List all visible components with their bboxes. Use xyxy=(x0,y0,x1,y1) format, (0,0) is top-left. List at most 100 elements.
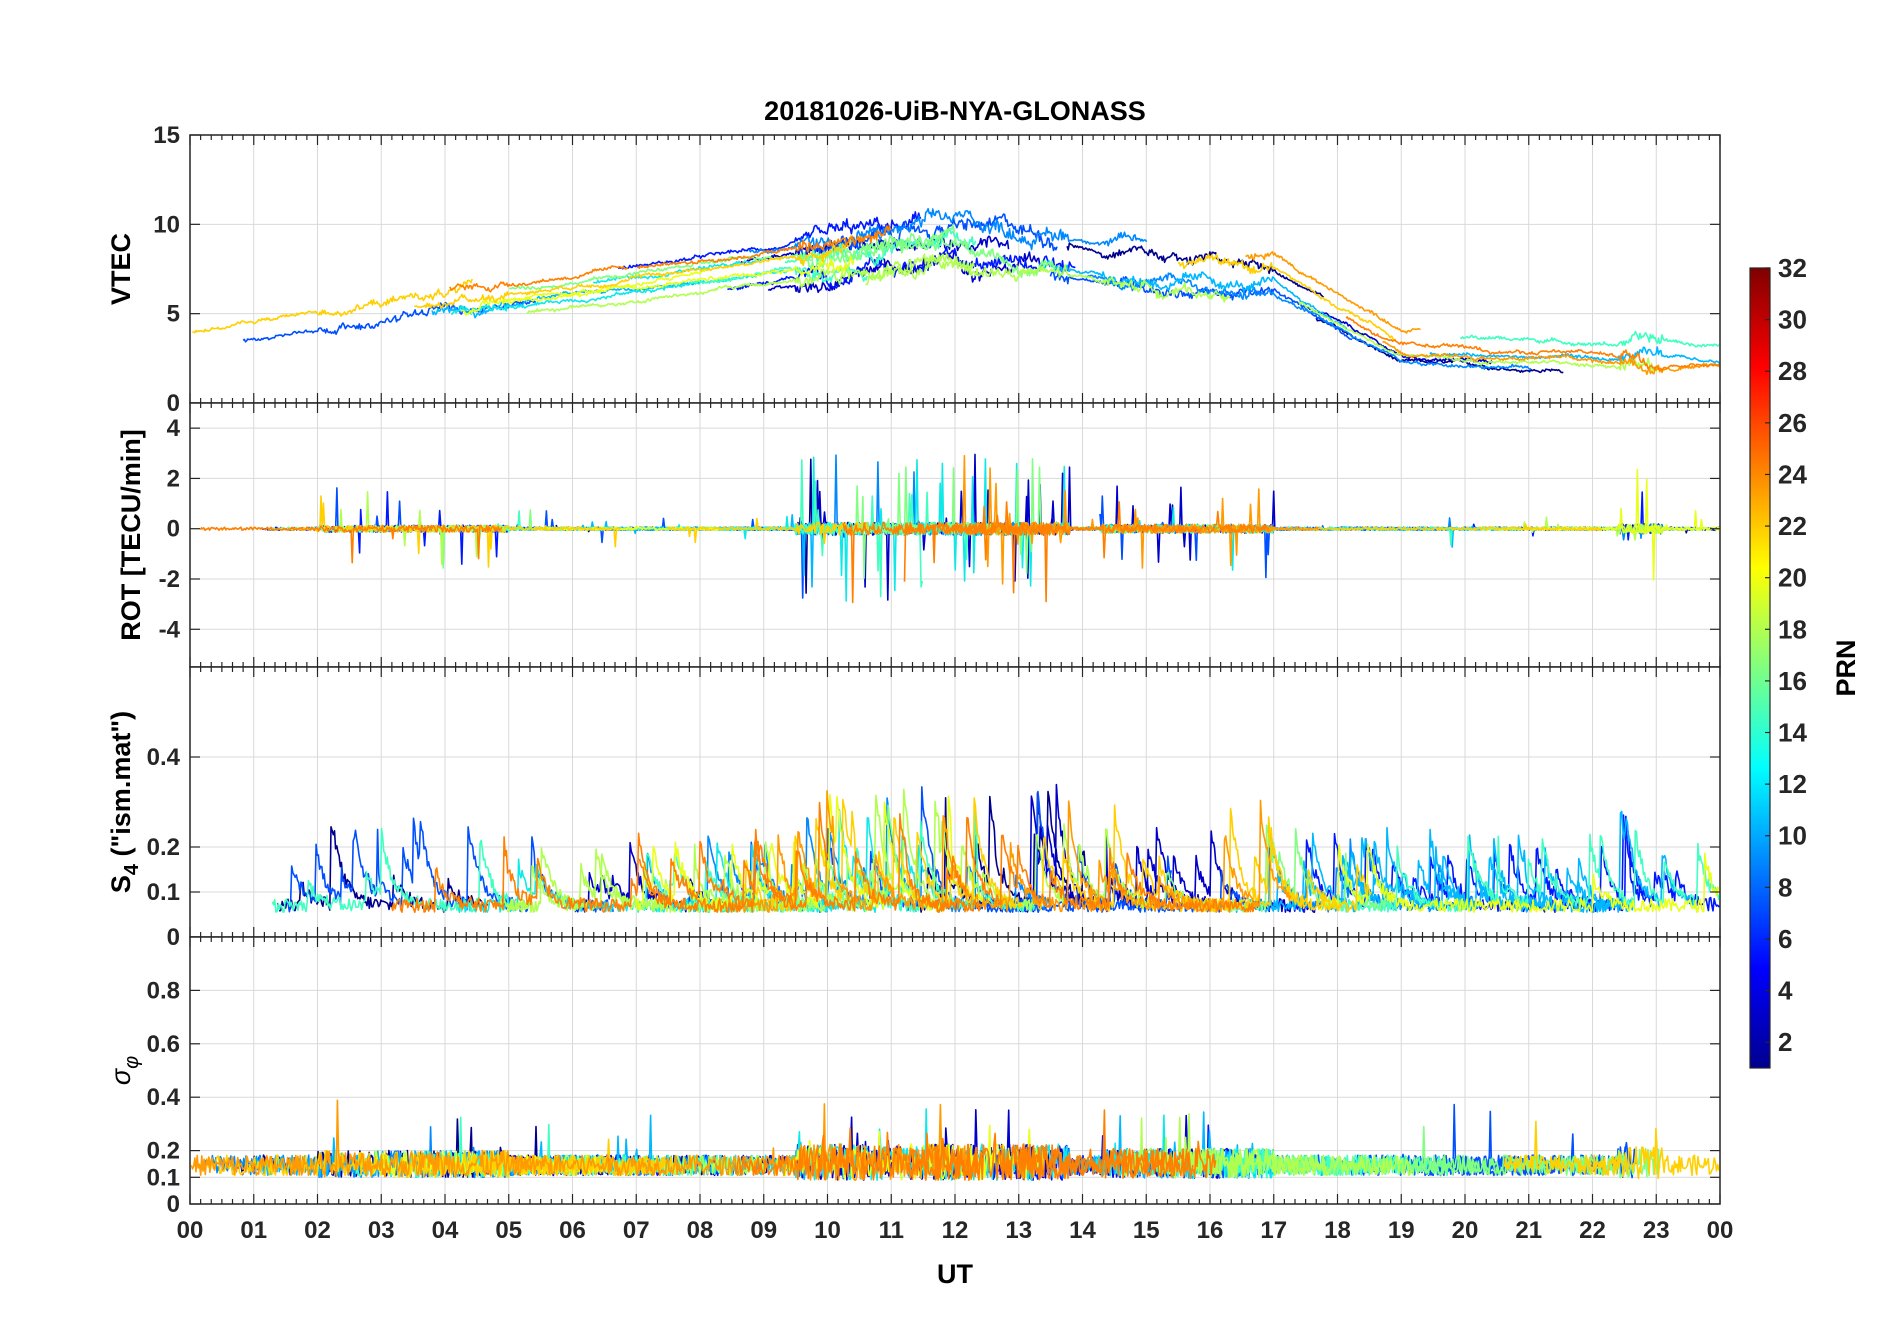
y-tick-label-rot: 4 xyxy=(167,415,181,442)
x-tick-label: 04 xyxy=(432,1217,459,1244)
trace-vtec-prn-17 xyxy=(865,255,1231,303)
trace-vtec-prn-13 xyxy=(688,263,868,285)
colorbar-tick-label: 26 xyxy=(1778,408,1807,438)
panel-rot-traces xyxy=(199,453,1720,604)
x-axis-label: UT xyxy=(937,1259,973,1289)
trace-sigma-prn-23 xyxy=(190,1099,532,1178)
y-tick-label-sigma: 0.8 xyxy=(147,977,180,1004)
x-tick-label: 05 xyxy=(495,1217,522,1244)
x-tick-label: 16 xyxy=(1197,1217,1224,1244)
x-tick-label: 06 xyxy=(559,1217,586,1244)
trace-vtec-prn-19 xyxy=(500,268,709,304)
y-axis-label-sigma: σφ xyxy=(106,1056,143,1085)
colorbar-tick-label: 24 xyxy=(1778,459,1807,489)
x-tick-label: 21 xyxy=(1515,1217,1542,1244)
y-axis-label-rot: ROT [TECU/min] xyxy=(116,429,146,640)
trace-sigma-prn-15 xyxy=(1420,1125,1661,1179)
y-axis-label-s4: S4 ("ism.mat") xyxy=(106,711,143,893)
colorbar-tick-label: 32 xyxy=(1778,253,1807,283)
y-tick-label-sigma: 0.1 xyxy=(147,1164,180,1191)
trace-rot-prn-21 xyxy=(1302,523,1603,532)
trace-s4-prn-23 xyxy=(1081,799,1292,913)
trace-vtec-prn-15 xyxy=(509,224,955,291)
y-tick-label-s4: 0.1 xyxy=(147,879,180,906)
x-tick-label: 15 xyxy=(1133,1217,1160,1244)
trace-vtec-prn-9 xyxy=(1429,346,1720,365)
y-tick-label-vtec: 10 xyxy=(153,211,180,238)
y-tick-label-sigma: 0.4 xyxy=(147,1084,181,1111)
trace-vtec-prn-21 xyxy=(414,235,852,309)
x-tick-label: 18 xyxy=(1324,1217,1351,1244)
trace-s4-prn-24 xyxy=(934,816,1255,914)
trace-vtec-prn-7 xyxy=(1084,272,1532,370)
x-tick-label: 14 xyxy=(1069,1217,1096,1244)
trace-vtec-prn-24 xyxy=(1345,316,1720,372)
x-tick-label: 01 xyxy=(240,1217,267,1244)
trace-vtec-prn-13 xyxy=(1459,330,1720,348)
trace-rot-prn-21 xyxy=(666,517,869,545)
trace-vtec-prn-17 xyxy=(526,253,975,315)
panel-s4-traces xyxy=(271,783,1720,914)
x-tick-label: 12 xyxy=(942,1217,969,1244)
colorbar-gradient xyxy=(1749,267,1771,1069)
y-tick-label-sigma: 0.2 xyxy=(147,1138,180,1165)
y-tick-label-rot: -2 xyxy=(159,566,180,593)
x-tick-label: 00 xyxy=(1707,1217,1734,1244)
panel-rot-grid xyxy=(190,403,1720,667)
trace-s4-prn-13 xyxy=(1324,829,1720,913)
y-tick-label-s4: 0.2 xyxy=(147,834,180,861)
trace-sigma-prn-24 xyxy=(734,1127,981,1181)
trace-vtec-prn-1 xyxy=(1066,242,1325,298)
colorbar-tick-label: 2 xyxy=(1778,1027,1792,1057)
trace-vtec-prn-7 xyxy=(748,208,1148,254)
colorbar-tick-label: 8 xyxy=(1778,872,1792,902)
trace-s4-prn-24 xyxy=(638,812,983,913)
x-tick-label: 00 xyxy=(177,1217,204,1244)
panel-sigma: 00.10.2 0.4 0.6 0.8 σφ 00 01 02 03 04 05 06 07 08 09 10… xyxy=(106,936,1734,1244)
colorbar-tick-label: 6 xyxy=(1778,924,1792,954)
colorbar-label: PRN xyxy=(1831,639,1861,696)
x-tick-label: 13 xyxy=(1005,1217,1032,1244)
trace-s4-prn-23 xyxy=(727,790,1138,913)
y-tick-label-rot: 0 xyxy=(167,516,180,543)
trace-vtec-prn-21 xyxy=(1177,253,1396,341)
trace-vtec-prn-24 xyxy=(449,265,629,293)
x-tick-label: 19 xyxy=(1388,1217,1415,1244)
trace-sigma-prn-21 xyxy=(1503,1120,1720,1180)
trace-rot-prn-24 xyxy=(903,501,1270,603)
colorbar-tick-label: 4 xyxy=(1778,976,1793,1006)
x-tick-label: 07 xyxy=(623,1217,650,1244)
trace-sigma-prn-23 xyxy=(511,1103,983,1181)
y-tick-label-rot: -4 xyxy=(159,616,181,643)
trace-vtec-prn-23 xyxy=(1245,251,1421,334)
panel-s4: 00.10.20.4S4 ("ism.mat") xyxy=(106,666,1721,951)
colorbar-tick-label: 10 xyxy=(1778,821,1807,851)
trace-sigma-prn-24 xyxy=(999,1140,1217,1181)
x-tick-label: 11 xyxy=(879,1217,904,1244)
y-tick-label-vtec: 0 xyxy=(167,390,180,417)
x-tick-label: 08 xyxy=(687,1217,714,1244)
trace-rot-prn-24 xyxy=(199,524,503,564)
colorbar-tick-label: 20 xyxy=(1778,563,1807,593)
trace-s4-prn-9 xyxy=(1269,810,1697,913)
panel-rot: -4 -2 0 2 4 ROT [TECU/min] xyxy=(116,402,1721,668)
y-tick-label-vtec: 5 xyxy=(167,301,180,328)
y-axis-label-main: S xyxy=(106,875,136,893)
y-tick-label-sigma: 0 xyxy=(167,1191,180,1218)
x-tick-label: 02 xyxy=(304,1217,331,1244)
trace-vtec-prn-5 xyxy=(797,213,1058,258)
y-axis-label-sub: 4 xyxy=(121,863,143,875)
colorbar-tick-label: 18 xyxy=(1778,614,1807,644)
panel-vtec: 0 5 10 15 VTEC xyxy=(106,122,1721,417)
panel-sigma-traces xyxy=(190,1099,1720,1181)
trace-rot-prn-24 xyxy=(842,505,1055,604)
y-tick-label-s4: 0 xyxy=(167,924,180,951)
trace-s4-prn-13 xyxy=(271,827,509,913)
x-tick-label: 23 xyxy=(1643,1217,1670,1244)
colorbar-tick-label: 14 xyxy=(1778,718,1807,748)
y-tick-label-sigma: 0.6 xyxy=(147,1031,180,1058)
x-tick-label: 20 xyxy=(1452,1217,1479,1244)
y-axis-label-rest: ("ism.mat") xyxy=(106,711,136,864)
